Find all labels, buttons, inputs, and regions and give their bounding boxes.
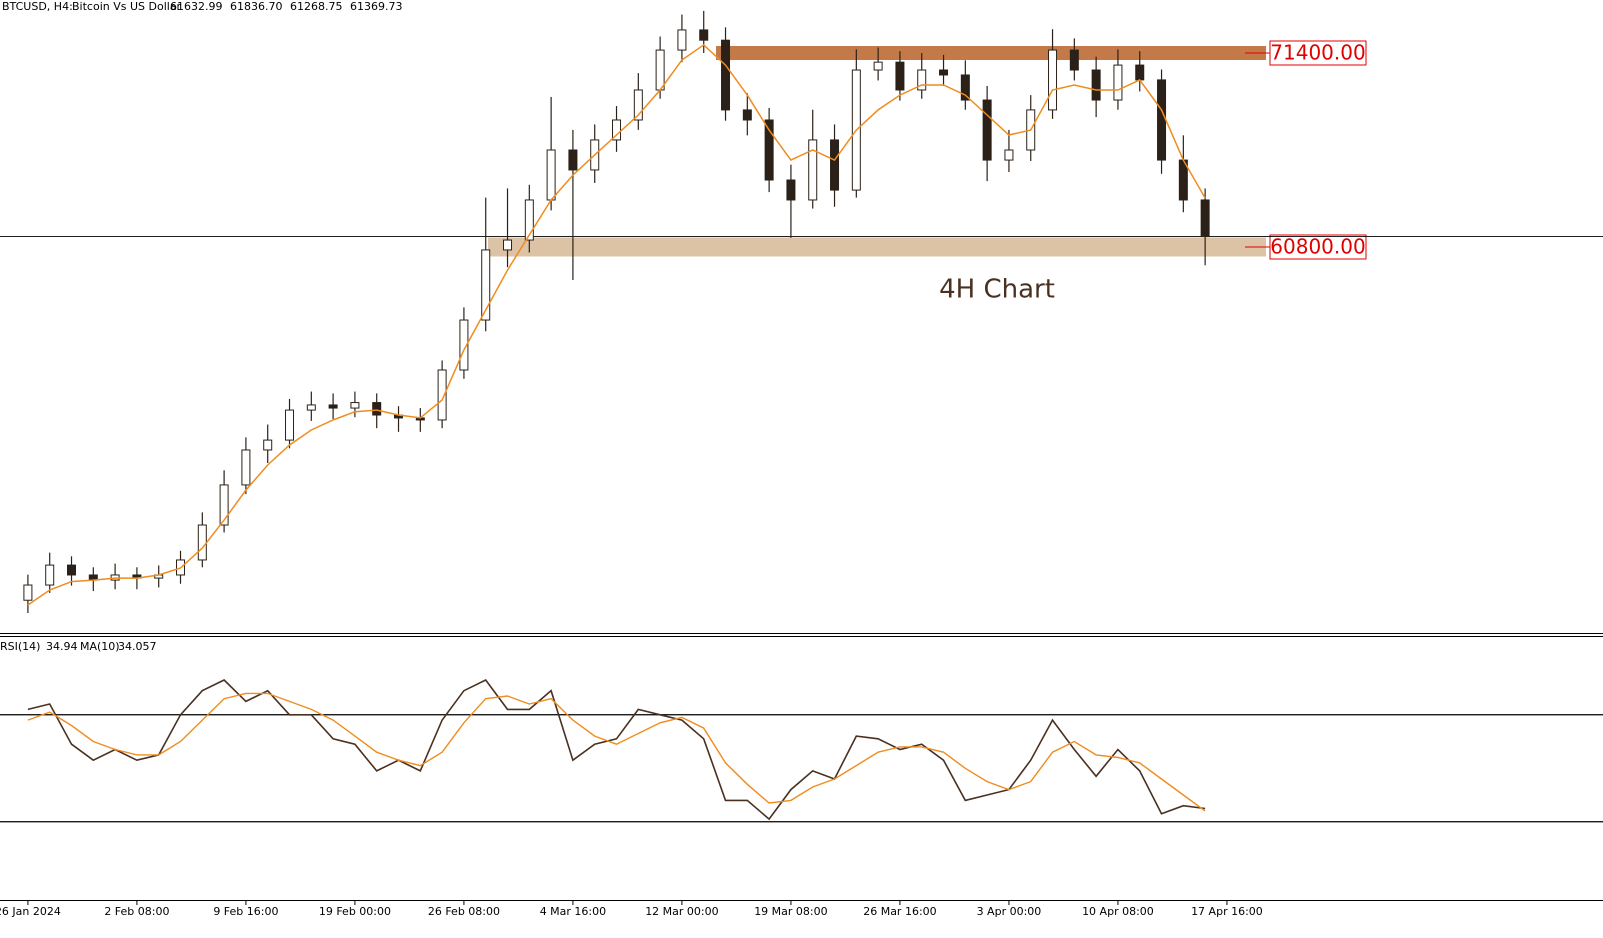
candle-body [285, 409, 295, 441]
candle-body [633, 89, 643, 121]
candle-body [677, 29, 687, 51]
candle-body [960, 74, 970, 101]
candle-body [895, 61, 905, 91]
rsi-ma-label: MA(10) [80, 640, 120, 653]
candle-body [1200, 199, 1210, 238]
candle-body [437, 369, 447, 421]
candle-body [830, 139, 840, 191]
candle-body [699, 29, 709, 41]
candle-body [263, 439, 273, 451]
ohlc-open: 61632.99 [170, 0, 223, 13]
level-label: 71400.00 [1270, 41, 1365, 65]
candle-body [546, 149, 556, 201]
candle-body [808, 139, 818, 201]
candle-body [219, 484, 229, 526]
x-tick-label: 2 Feb 08:00 [104, 905, 169, 918]
x-tick-label: 10 Apr 08:00 [1082, 905, 1154, 918]
x-tick-label: 26 Mar 16:00 [863, 905, 936, 918]
ohlc-low: 61268.75 [290, 0, 343, 13]
rsi-ma-value: 34.057 [118, 640, 157, 653]
candle-body [568, 149, 578, 171]
candle-body [524, 199, 534, 241]
level-band [716, 46, 1266, 61]
symbol: BTCUSD, H4: [2, 0, 73, 13]
candle-body [742, 109, 752, 121]
candle-body [503, 239, 513, 251]
candle-body [939, 69, 949, 76]
candle-body [306, 404, 316, 411]
x-tick-label: 3 Apr 00:00 [977, 905, 1042, 918]
level-label-box [1269, 234, 1367, 260]
level-band [488, 237, 1266, 257]
candle-body [67, 564, 77, 576]
x-tick-label: 19 Mar 08:00 [754, 905, 827, 918]
candle-body [1004, 149, 1014, 161]
ohlc-close: 61369.73 [350, 0, 403, 13]
candle-body [459, 319, 469, 371]
candle-body [1135, 64, 1145, 81]
rsi-ma-line [27, 692, 1206, 812]
candle-body [982, 99, 992, 161]
x-tick-label: 12 Mar 00:00 [645, 905, 718, 918]
candle-body [1157, 79, 1167, 161]
candle-body [328, 404, 338, 409]
candle-body [45, 564, 55, 586]
candle-body [721, 39, 731, 111]
candle-body [917, 69, 927, 91]
level-label-box [1269, 40, 1367, 66]
x-tick-label: 17 Apr 16:00 [1191, 905, 1263, 918]
candle-body [786, 179, 796, 201]
x-tick-label: 26 Feb 08:00 [428, 905, 500, 918]
candle-body [372, 402, 382, 416]
candle-body [1069, 49, 1079, 71]
candle-body [1113, 64, 1123, 101]
candle-body [1091, 69, 1101, 101]
x-tick-label: 26 Jan 2024 [0, 905, 61, 918]
moving-average [27, 43, 1206, 606]
ohlc-high: 61836.70 [230, 0, 283, 13]
x-tick-label: 4 Mar 16:00 [540, 905, 606, 918]
rsi-label: RSI(14) [0, 640, 40, 653]
candle-body [197, 524, 207, 561]
candle-body [655, 49, 665, 91]
candle-body [612, 119, 622, 141]
candle-body [873, 61, 883, 71]
candle-body [1048, 49, 1058, 111]
candle-body [350, 402, 360, 409]
level-label: 60800.00 [1270, 235, 1365, 259]
candle-body [481, 249, 491, 321]
annotation: 4H Chart [939, 275, 1055, 305]
rsi-value: 34.94 [46, 640, 78, 653]
x-tick-label: 9 Feb 16:00 [213, 905, 278, 918]
candle-body [23, 584, 33, 601]
candle-body [241, 449, 251, 486]
symbol-name: Bitcoin Vs US Dollar [72, 0, 182, 13]
candle-body [764, 119, 774, 181]
x-tick-label: 19 Feb 00:00 [319, 905, 391, 918]
